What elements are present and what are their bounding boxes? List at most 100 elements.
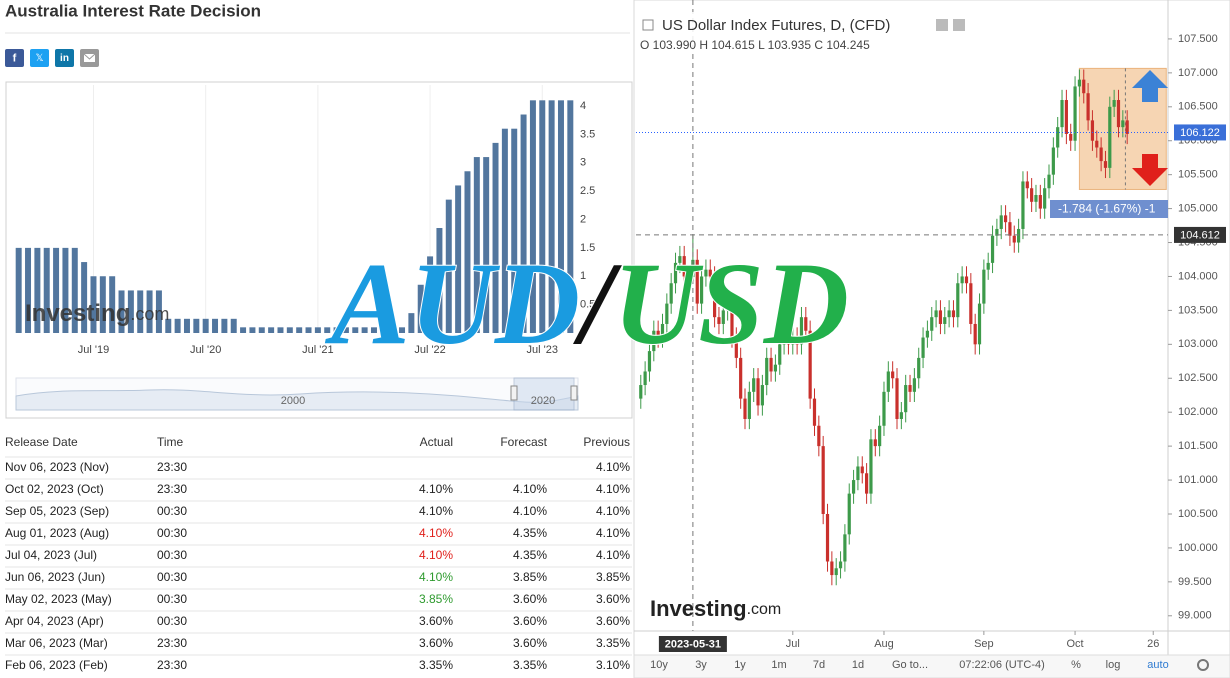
candle-body bbox=[730, 303, 734, 338]
candle-body bbox=[856, 466, 860, 481]
toolbar-button[interactable]: % bbox=[1071, 659, 1081, 671]
table-cell: 3.85% bbox=[513, 570, 547, 584]
bar bbox=[296, 327, 303, 333]
candle-body bbox=[760, 385, 764, 406]
bar bbox=[389, 327, 396, 333]
candle-body bbox=[938, 310, 943, 324]
share-x-label: 𝕏 bbox=[35, 53, 43, 64]
table-cell: 3.60% bbox=[513, 636, 547, 650]
table-cell: Jul 04, 2023 (Jul) bbox=[5, 548, 97, 562]
x-tick-label: Sep bbox=[974, 638, 994, 650]
table-cell: 4.10% bbox=[419, 504, 453, 518]
table-cell: 00:30 bbox=[157, 548, 187, 562]
settings-icon[interactable] bbox=[953, 19, 965, 31]
bar bbox=[155, 290, 162, 333]
candle-body bbox=[947, 310, 951, 318]
table-cell: Oct 02, 2023 (Oct) bbox=[5, 482, 104, 496]
share-x[interactable] bbox=[30, 49, 49, 67]
bar bbox=[62, 247, 69, 333]
bar bbox=[137, 290, 144, 333]
bar bbox=[417, 284, 424, 333]
table-cell: Nov 06, 2023 (Nov) bbox=[5, 460, 109, 474]
candle-body bbox=[695, 259, 699, 304]
settings-icon[interactable] bbox=[936, 19, 948, 31]
y-tick-label: 3 bbox=[580, 157, 586, 169]
candle-body bbox=[1038, 195, 1042, 209]
table-cell: 3.60% bbox=[513, 592, 547, 606]
bar bbox=[202, 318, 209, 333]
candle-body bbox=[1043, 188, 1047, 209]
bar bbox=[464, 171, 471, 333]
table-cell: 4.10% bbox=[513, 504, 547, 518]
candle-body bbox=[669, 283, 673, 304]
candle-body bbox=[834, 568, 838, 576]
toolbar-button[interactable]: log bbox=[1106, 659, 1121, 671]
table-cell: 3.60% bbox=[513, 614, 547, 628]
table-cell: 4.10% bbox=[419, 482, 453, 496]
toolbar-button[interactable]: 1d bbox=[852, 659, 864, 671]
bar bbox=[492, 142, 499, 333]
navigator-handle[interactable] bbox=[570, 385, 578, 401]
table-cell: 3.35% bbox=[596, 636, 630, 650]
candle-body bbox=[765, 357, 769, 386]
candle-body bbox=[773, 364, 778, 372]
candle-body bbox=[964, 276, 969, 284]
toolbar-button[interactable]: 1y bbox=[734, 659, 746, 671]
history-table: Release Date Time Actual Forecast Previous No… bbox=[5, 435, 632, 672]
y-tick-label: 0 bbox=[580, 327, 586, 339]
candle-body bbox=[882, 391, 886, 426]
candle-body bbox=[691, 259, 695, 278]
last-price-tag bbox=[1174, 124, 1226, 141]
collapse-icon[interactable] bbox=[642, 19, 654, 31]
crosshair-y-label: 104.612 bbox=[1180, 229, 1220, 241]
candle-body bbox=[1125, 120, 1129, 134]
toolbar-settings[interactable] bbox=[1197, 659, 1209, 671]
table-cell: 4.10% bbox=[596, 526, 630, 540]
candle-body bbox=[808, 330, 812, 399]
bar bbox=[193, 318, 200, 333]
bar bbox=[25, 247, 32, 333]
candle-body bbox=[1060, 100, 1064, 128]
toolbar-button[interactable]: auto bbox=[1147, 659, 1168, 671]
share-linkedin[interactable] bbox=[55, 49, 74, 67]
bar bbox=[165, 318, 172, 333]
candle-body bbox=[699, 276, 704, 304]
column-header: Actual bbox=[420, 435, 453, 449]
y-tick-label: 101.500 bbox=[1178, 440, 1218, 452]
toolbar-button: 07:22:06 (UTC-4) bbox=[959, 659, 1045, 671]
bar bbox=[342, 327, 349, 333]
toolbar-button[interactable]: 7d bbox=[813, 659, 825, 671]
navigator-handle[interactable] bbox=[510, 385, 518, 401]
bar bbox=[352, 327, 359, 333]
toolbar-button[interactable]: Go to... bbox=[892, 659, 928, 671]
candle-body bbox=[747, 391, 751, 419]
share-linkedin-label: in bbox=[60, 53, 69, 64]
bar bbox=[557, 100, 564, 333]
table-cell: 00:30 bbox=[157, 614, 187, 628]
bar bbox=[174, 318, 181, 333]
candle-body bbox=[951, 310, 956, 318]
toolbar-button[interactable]: 1m bbox=[771, 659, 786, 671]
share-facebook[interactable] bbox=[5, 49, 24, 67]
y-tick-label: 107.500 bbox=[1178, 33, 1218, 45]
candle-body bbox=[956, 283, 960, 318]
bar bbox=[361, 327, 368, 333]
bar bbox=[539, 100, 546, 333]
candle-body bbox=[647, 351, 652, 372]
x-tick-label: 26 bbox=[1147, 638, 1159, 650]
candle-body bbox=[917, 357, 921, 379]
y-tick-label: 102.000 bbox=[1178, 406, 1218, 418]
table-cell: Feb 06, 2023 (Feb) bbox=[5, 658, 108, 672]
y-tick-label: 99.000 bbox=[1178, 610, 1212, 622]
candle-body bbox=[821, 446, 825, 514]
candle-body bbox=[878, 425, 882, 447]
toolbar-button[interactable]: 10y bbox=[650, 659, 668, 671]
table-cell: Sep 05, 2023 (Sep) bbox=[5, 504, 109, 518]
bar bbox=[53, 247, 60, 333]
toolbar-button[interactable]: 3y bbox=[695, 659, 707, 671]
candle-body bbox=[1082, 79, 1086, 94]
y-tick-label: 3.5 bbox=[580, 128, 595, 140]
email-icon bbox=[84, 54, 95, 62]
